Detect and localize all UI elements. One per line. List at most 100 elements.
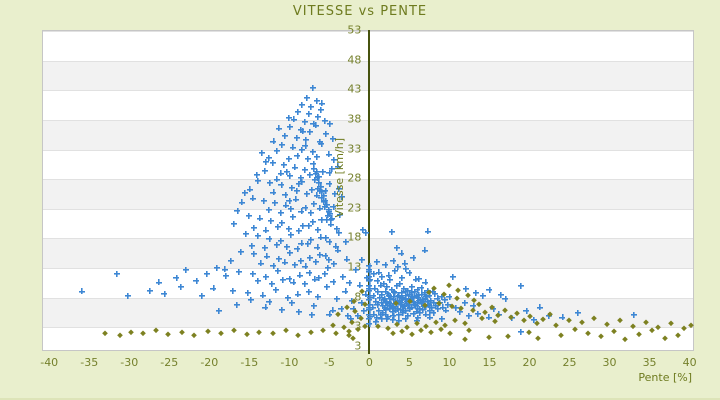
data-point (301, 118, 308, 125)
data-point (319, 169, 326, 176)
data-point (396, 299, 403, 305)
data-point (241, 189, 248, 196)
data-point (480, 293, 487, 300)
data-point (235, 268, 242, 275)
data-point (271, 200, 278, 207)
data-point (314, 244, 321, 251)
data-point (409, 294, 416, 301)
grid-band (43, 90, 693, 120)
data-point (401, 260, 408, 267)
data-point (333, 225, 340, 232)
data-point (389, 316, 396, 323)
data-point (472, 289, 479, 296)
data-point (309, 149, 316, 156)
data-point (377, 282, 384, 289)
data-point (373, 258, 380, 265)
data-point (371, 270, 378, 277)
data-point (408, 283, 415, 290)
data-point (173, 274, 180, 281)
x-tick-label: 35 (642, 356, 657, 369)
x-tick-label: 0 (365, 356, 373, 369)
data-point (331, 156, 338, 163)
data-point (335, 229, 342, 236)
x-tick-label: 15 (482, 356, 497, 369)
y-gridline (43, 149, 693, 151)
y-gridline (43, 208, 693, 210)
data-point (335, 185, 342, 192)
data-point (402, 288, 409, 295)
data-point (407, 304, 414, 311)
data-point (285, 226, 292, 233)
data-point (210, 285, 217, 292)
data-point (402, 315, 409, 322)
data-point (203, 270, 210, 277)
data-point (291, 164, 298, 171)
data-point (267, 217, 274, 224)
data-point (295, 108, 302, 115)
data-point (178, 283, 185, 290)
x-tick-label: -5 (323, 356, 335, 369)
data-point (384, 290, 391, 297)
data-point (402, 293, 409, 300)
y-tick-label: 28 (347, 171, 362, 185)
data-point (263, 273, 270, 280)
data-point (384, 315, 390, 322)
data-point (330, 278, 337, 285)
y-axis-min-label: 3 (354, 339, 362, 353)
data-point (416, 275, 423, 282)
data-point (358, 299, 365, 306)
data-point (316, 205, 323, 212)
data-point (293, 134, 300, 141)
data-point (270, 262, 277, 269)
data-point (323, 235, 330, 241)
plot-area (42, 30, 694, 351)
data-point (426, 292, 433, 299)
data-point (321, 117, 328, 124)
data-point (327, 121, 334, 128)
data-point (315, 293, 322, 300)
y-gridline (43, 60, 693, 62)
data-point (421, 247, 428, 254)
data-point (292, 196, 299, 203)
data-point (249, 271, 256, 278)
data-point (574, 310, 581, 317)
data-point (363, 229, 370, 236)
data-point (559, 314, 566, 321)
data-point (311, 303, 318, 310)
data-point (255, 233, 262, 240)
data-point (490, 305, 497, 312)
data-point (324, 212, 331, 219)
data-point (298, 240, 305, 247)
data-point (330, 203, 337, 210)
data-point (382, 261, 389, 268)
data-point (317, 107, 324, 113)
data-point (307, 254, 314, 261)
data-point (413, 293, 420, 300)
data-point (312, 122, 319, 129)
data-point (418, 291, 425, 298)
data-point (385, 272, 392, 279)
data-point (435, 306, 442, 313)
y-gridline (43, 119, 693, 121)
data-point (283, 243, 290, 250)
data-point (372, 318, 379, 325)
data-point (299, 222, 306, 229)
x-tick-label: -35 (80, 356, 99, 369)
data-point (367, 294, 374, 301)
data-point (359, 226, 366, 233)
data-point (383, 306, 390, 313)
data-point (378, 316, 385, 323)
data-point (355, 312, 362, 319)
data-point (281, 133, 288, 140)
y-gridline (43, 90, 693, 92)
y-gridline (43, 179, 693, 181)
data-point (372, 285, 378, 292)
data-point (393, 283, 400, 289)
data-point (461, 299, 468, 306)
data-point (416, 309, 423, 316)
data-point (299, 146, 306, 153)
data-point (305, 288, 312, 295)
data-point (315, 179, 322, 186)
data-point (446, 294, 453, 301)
data-point (371, 311, 378, 318)
